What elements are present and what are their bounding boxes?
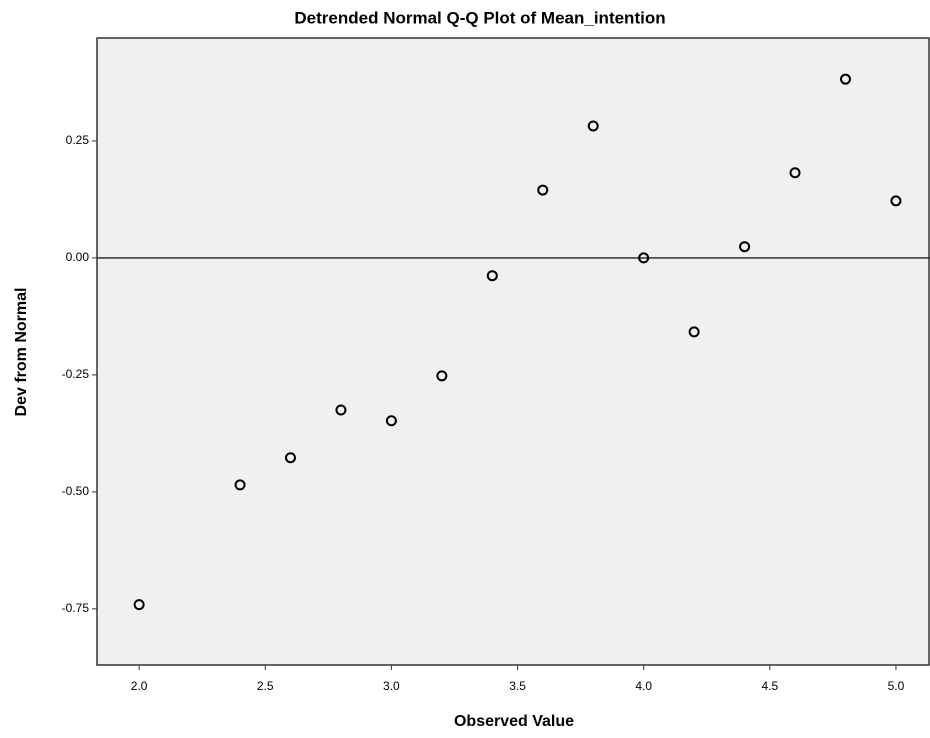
point — [537, 184, 549, 196]
point — [638, 252, 650, 264]
x-tick-label: 2.0 — [131, 679, 148, 693]
point — [688, 326, 700, 338]
y-tick-label: 0.25 — [66, 133, 90, 147]
x-tick-label: 5.0 — [888, 679, 905, 693]
point — [234, 479, 246, 491]
point — [587, 120, 599, 132]
y-tick-label: 0.00 — [66, 250, 90, 264]
point — [335, 404, 347, 416]
point — [890, 195, 902, 207]
x-tick-label: 3.5 — [509, 679, 526, 693]
plot-area — [96, 37, 930, 666]
x-tick-label: 4.0 — [635, 679, 652, 693]
point — [789, 167, 801, 179]
x-tick-label: 2.5 — [257, 679, 274, 693]
x-tick-label: 3.0 — [383, 679, 400, 693]
point — [436, 370, 448, 382]
x-axis-title: Observed Value — [454, 713, 574, 730]
chart-title: Detrended Normal Q-Q Plot of Mean_intent… — [294, 8, 665, 27]
point — [385, 415, 397, 427]
y-axis-title: Dev from Normal — [13, 288, 30, 417]
y-tick-label: -0.25 — [62, 367, 90, 381]
point — [486, 270, 498, 282]
y-tick-label: -0.75 — [62, 601, 90, 615]
point — [839, 73, 851, 85]
point — [133, 599, 145, 611]
y-tick-label: -0.50 — [62, 484, 90, 498]
point — [739, 241, 751, 253]
point — [284, 452, 296, 464]
x-tick-label: 4.5 — [761, 679, 778, 693]
